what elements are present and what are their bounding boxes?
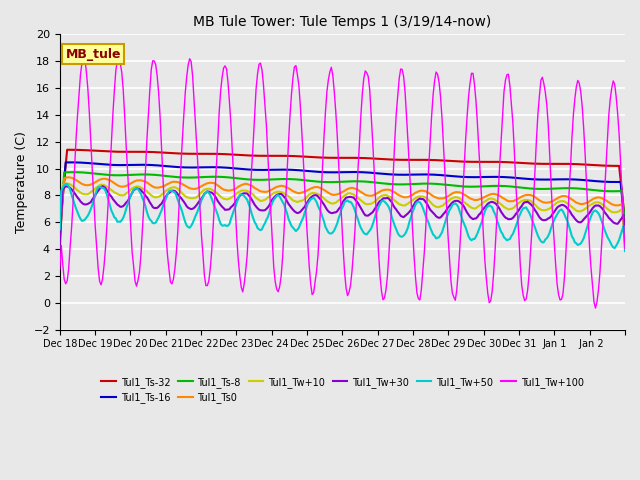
Text: MB_tule: MB_tule	[65, 48, 121, 60]
Title: MB Tule Tower: Tule Temps 1 (3/19/14-now): MB Tule Tower: Tule Temps 1 (3/19/14-now…	[193, 15, 492, 29]
Legend: Tul1_Ts-32, Tul1_Ts-16, Tul1_Ts-8, Tul1_Ts0, Tul1_Tw+10, Tul1_Tw+30, Tul1_Tw+50,: Tul1_Ts-32, Tul1_Ts-16, Tul1_Ts-8, Tul1_…	[97, 373, 588, 408]
Y-axis label: Temperature (C): Temperature (C)	[15, 131, 28, 233]
